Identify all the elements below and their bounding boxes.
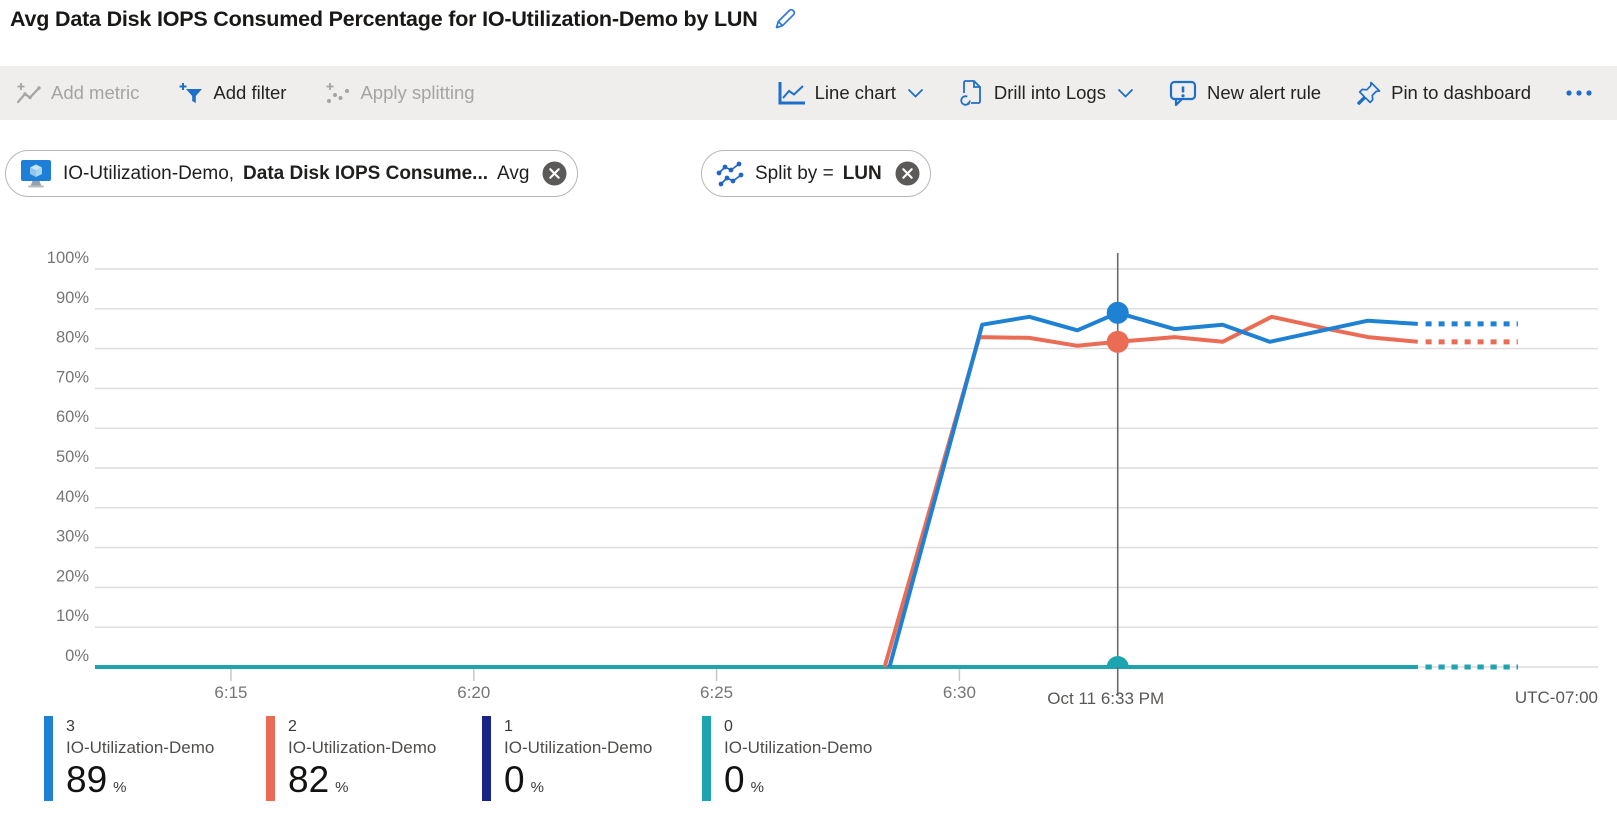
legend-resource-name: IO-Utilization-Demo — [288, 738, 437, 757]
series-line-lun-3[interactable] — [887, 310, 1418, 668]
legend-unit: % — [113, 779, 127, 796]
y-tick-label: 80% — [56, 329, 89, 347]
x-tick-label: 6:20 — [457, 683, 490, 702]
y-tick-label: 60% — [56, 408, 89, 426]
add-metric-label: Add metric — [51, 82, 140, 103]
legend-lun-number: 3 — [66, 718, 75, 735]
legend-value: 89 — [66, 759, 108, 800]
chart-type-label: Line chart — [814, 82, 896, 103]
drill-into-logs-icon — [960, 79, 981, 106]
metric-pill[interactable]: IO-Utilization-Demo, Data Disk IOPS Cons… — [5, 150, 579, 197]
legend-unit: % — [335, 779, 349, 796]
add-metric-icon — [16, 82, 41, 103]
more-options-button[interactable] — [1565, 89, 1593, 97]
title-row: Avg Data Disk IOPS Consumed Percentage f… — [10, 6, 798, 32]
legend-value-row: 0% — [504, 760, 652, 800]
pin-to-dashboard-label: Pin to dashboard — [1391, 82, 1531, 103]
chart-type-button[interactable]: Line chart — [776, 80, 924, 107]
pencil-icon — [775, 8, 795, 29]
page-title: Avg Data Disk IOPS Consumed Percentage f… — [10, 6, 758, 31]
close-icon — [895, 161, 920, 186]
legend-value: 0 — [724, 759, 745, 800]
y-tick-label: 70% — [56, 368, 89, 386]
split-pill-value: LUN — [842, 162, 882, 184]
series-line-lun-2[interactable] — [882, 314, 1418, 668]
close-icon — [542, 161, 567, 186]
split-icon — [716, 161, 744, 186]
legend-item-lun-0[interactable]: 0 IO-Utilization-Demo 0% — [702, 716, 872, 801]
more-icon — [1566, 90, 1592, 96]
metrics-chart[interactable]: 0% 10% 20% 30% 40% 50% 60% 70% 80% 90% 100% 6:15 6:2… — [0, 230, 1617, 722]
chevron-down-icon — [907, 88, 924, 98]
metric-pill-scope: IO-Utilization-Demo, — [63, 162, 235, 184]
legend-item-lun-2[interactable]: 2 IO-Utilization-Demo 82% — [266, 716, 436, 801]
new-alert-rule-label: New alert rule — [1206, 82, 1322, 103]
legend-color-bar — [702, 716, 711, 801]
y-tick-label: 90% — [56, 289, 89, 307]
legend-lun-number: 0 — [724, 718, 733, 735]
legend-item-lun-1[interactable]: 1 IO-Utilization-Demo 0% — [482, 716, 652, 801]
apply-splitting-button: Apply splitting — [324, 80, 475, 107]
legend-value-row: 0% — [724, 760, 872, 800]
split-pill-label: Split by = — [755, 162, 834, 184]
y-tick-label: 0% — [65, 647, 89, 665]
line-chart-icon — [778, 81, 805, 104]
y-tick-label: 100% — [47, 249, 90, 267]
legend-value-row: 89% — [66, 760, 214, 800]
metric-pill-remove-button[interactable] — [542, 161, 567, 186]
legend-unit: % — [750, 779, 764, 796]
crosshair-time-label: Oct 11 6:33 PM — [1047, 689, 1164, 708]
metric-pill-aggregation: Avg — [497, 162, 530, 184]
drill-into-logs-label: Drill into Logs — [993, 82, 1106, 103]
x-tick-label: 6:15 — [214, 683, 247, 702]
pin-icon — [1357, 81, 1381, 105]
legend-value: 82 — [288, 759, 330, 800]
y-tick-label: 40% — [56, 488, 89, 506]
add-filter-button[interactable]: Add filter — [177, 80, 286, 107]
legend-value: 0 — [504, 759, 525, 800]
x-tick-label: 6:30 — [943, 683, 976, 702]
legend-resource-name: IO-Utilization-Demo — [504, 738, 653, 757]
timezone-label: UTC-07:00 — [1515, 688, 1598, 707]
legend-value-row: 82% — [288, 760, 436, 800]
y-tick-label: 30% — [56, 528, 89, 546]
legend-lun-number: 2 — [288, 718, 297, 735]
virtual-machine-icon — [21, 160, 51, 188]
new-alert-rule-icon — [1169, 80, 1197, 107]
legend-unit: % — [530, 779, 544, 796]
crosshair-dot-lun-0 — [1106, 656, 1129, 667]
split-pill-remove-button[interactable] — [895, 161, 920, 186]
legend-item-lun-3[interactable]: 3 IO-Utilization-Demo 89% — [44, 716, 214, 801]
legend-color-bar — [482, 716, 491, 801]
new-alert-rule-button[interactable]: New alert rule — [1168, 79, 1321, 107]
metric-pill-name: Data Disk IOPS Consume... — [243, 162, 489, 184]
crosshair-dot-lun-3 — [1106, 301, 1129, 324]
split-pill[interactable]: Split by = LUN — [701, 150, 931, 197]
legend-color-bar — [44, 716, 53, 801]
apply-splitting-icon — [326, 82, 350, 103]
x-tick-label: 6:25 — [700, 683, 733, 702]
legend-lun-number: 1 — [504, 718, 513, 735]
y-tick-label: 50% — [56, 448, 89, 466]
toolbar: Add metric Add filter Apply splitting Li… — [0, 66, 1617, 120]
legend-resource-name: IO-Utilization-Demo — [66, 738, 215, 757]
drill-into-logs-button[interactable]: Drill into Logs — [958, 79, 1134, 108]
legend-resource-name: IO-Utilization-Demo — [724, 738, 873, 757]
edit-title-button[interactable] — [772, 6, 798, 32]
pin-to-dashboard-button[interactable]: Pin to dashboard — [1355, 80, 1531, 107]
chevron-down-icon — [1117, 88, 1134, 98]
y-tick-label: 10% — [56, 607, 89, 625]
legend-color-bar — [266, 716, 275, 801]
apply-splitting-label: Apply splitting — [360, 82, 475, 103]
add-filter-icon — [179, 82, 203, 103]
add-filter-label: Add filter — [213, 82, 287, 103]
add-metric-button: Add metric — [15, 80, 139, 107]
y-tick-label: 20% — [56, 567, 89, 585]
crosshair-dot-lun-2 — [1106, 330, 1129, 353]
